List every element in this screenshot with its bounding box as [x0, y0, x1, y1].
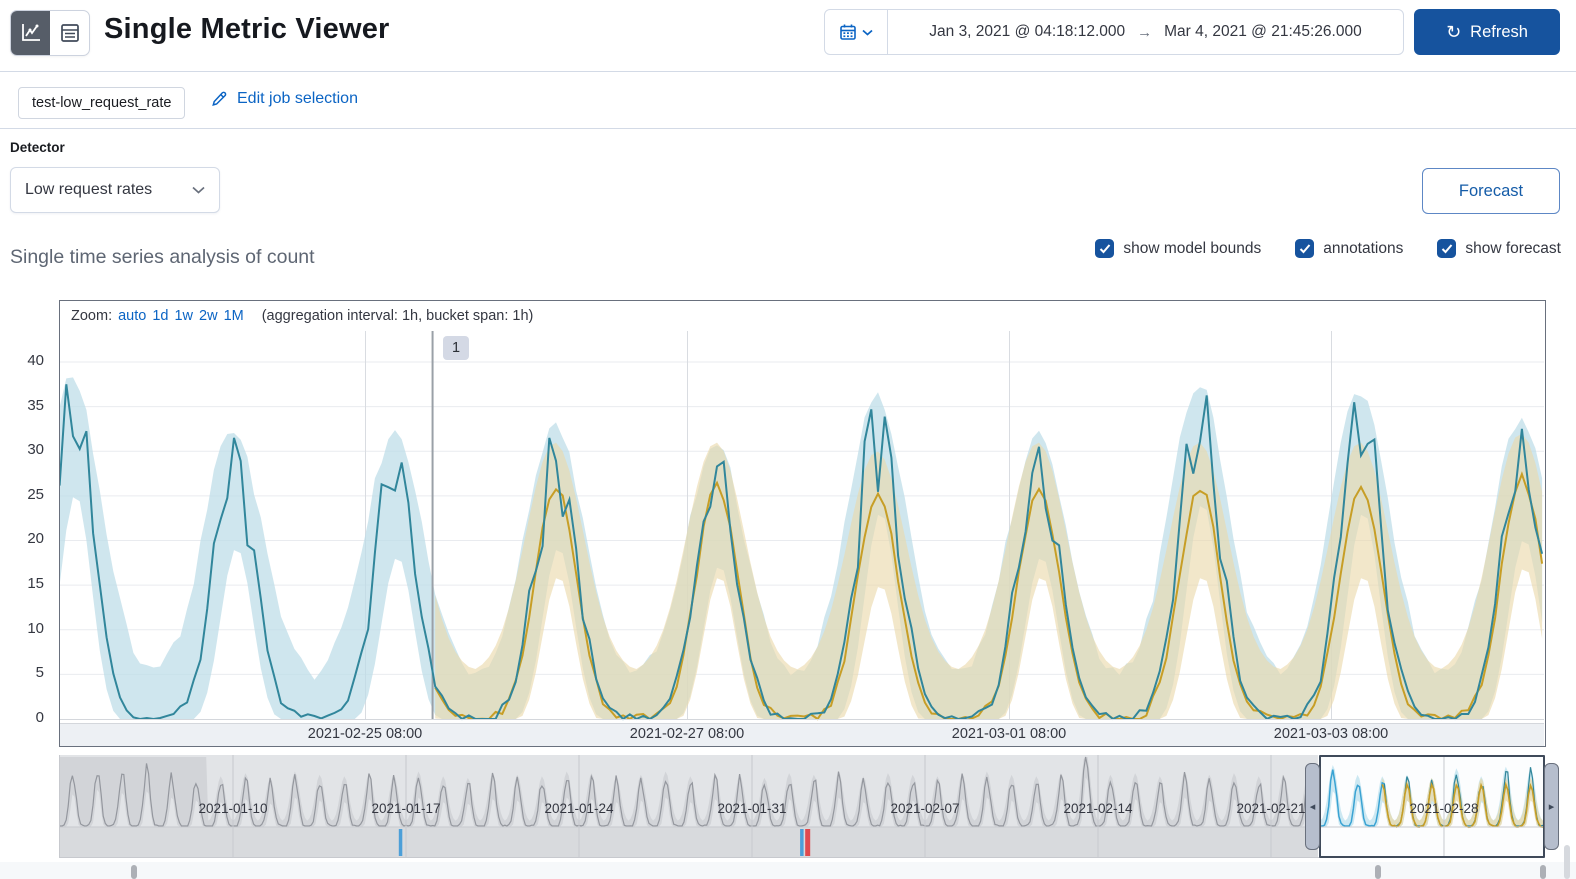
zoom-controls: Zoom: auto 1d 1w 2w 1M (aggregation inte…: [60, 301, 1545, 331]
time-range-arrow-icon: →: [1137, 23, 1153, 41]
time-range-start[interactable]: Jan 3, 2021 @ 04:18:12.000: [929, 23, 1126, 40]
line-chart-icon: [20, 22, 42, 44]
table-view-button[interactable]: [50, 11, 89, 55]
forecast-button[interactable]: Forecast: [1422, 168, 1560, 214]
detector-label: Detector: [10, 140, 65, 155]
main-x-axis: 2021-02-25 08:00 2021-02-27 08:00 2021-0…: [60, 723, 1544, 746]
detector-select[interactable]: Low request rates: [10, 167, 220, 213]
annotation-badge[interactable]: 1: [443, 336, 469, 360]
aggregation-note: (aggregation interval: 1h, bucket span: …: [261, 308, 534, 324]
zoom-link-2w[interactable]: 2w: [199, 308, 218, 324]
checkbox-checked-icon: [1295, 239, 1315, 258]
context-plot-svg: [59, 755, 1543, 858]
checkbox-checked-icon: [1095, 239, 1115, 258]
y-axis-tick: 15: [27, 575, 44, 592]
context-chart[interactable]: 2021-01-10 2021-01-17 2021-01-24 2021-01…: [59, 755, 1559, 859]
chart-view-button[interactable]: [11, 11, 50, 55]
annotations-track: [0, 862, 1576, 879]
checkbox-checked-icon: [1437, 239, 1457, 258]
data-table-icon: [59, 22, 81, 44]
chart-options: show model bounds annotations show forec…: [1095, 239, 1561, 258]
y-axis-tick: 30: [27, 441, 44, 458]
brush-left-handle[interactable]: ◂: [1305, 763, 1320, 850]
zoom-link-1d[interactable]: 1d: [152, 308, 169, 324]
zoom-label: Zoom:: [71, 308, 113, 324]
x-axis-tick: 2021-02-27 08:00: [629, 726, 745, 742]
chevron-down-icon: [192, 186, 205, 194]
edit-job-selection-link[interactable]: Edit job selection: [211, 90, 358, 108]
time-range-picker[interactable]: Jan 3, 2021 @ 04:18:12.000 → Mar 4, 2021…: [824, 9, 1404, 55]
y-axis-tick: 40: [27, 352, 44, 369]
job-id-badge[interactable]: test-low_request_rate: [18, 87, 186, 119]
time-selection-brush[interactable]: ◂ ▸: [1305, 755, 1559, 858]
refresh-label: Refresh: [1470, 22, 1528, 41]
y-axis-tick: 25: [27, 486, 44, 503]
context-x-tick: 2021-01-10: [198, 801, 268, 816]
x-axis-tick: 2021-03-01 08:00: [951, 726, 1067, 742]
x-axis-tick: 2021-03-03 08:00: [1273, 726, 1389, 742]
brush-right-handle[interactable]: ▸: [1544, 763, 1559, 850]
zoom-link-1M[interactable]: 1M: [223, 308, 244, 324]
analysis-title: Single time series analysis of count: [10, 246, 315, 268]
refresh-button[interactable]: ↻ Refresh: [1414, 9, 1560, 55]
y-axis-tick: 5: [35, 664, 44, 681]
scrollbar-thumb[interactable]: [1564, 845, 1570, 879]
context-x-tick: 2021-02-07: [890, 801, 960, 816]
view-toggle-group: [10, 10, 90, 56]
refresh-icon: ↻: [1446, 22, 1462, 42]
main-plot-svg: [60, 331, 1544, 721]
chevron-down-icon: [862, 29, 873, 36]
context-x-tick: 2021-02-14: [1063, 801, 1133, 816]
time-range-end[interactable]: Mar 4, 2021 @ 21:45:26.000: [1164, 23, 1362, 40]
timeseries-chart: Zoom: auto 1d 1w 2w 1M (aggregation inte…: [59, 300, 1546, 747]
context-x-tick: 2021-01-24: [544, 801, 614, 816]
pencil-icon: [211, 91, 228, 108]
context-x-tick: 2021-01-17: [371, 801, 441, 816]
context-x-tick: 2021-02-28: [1409, 801, 1479, 816]
job-row-divider: [0, 128, 1576, 129]
y-axis-tick: 0: [35, 709, 44, 726]
page-title: Single Metric Viewer: [104, 13, 390, 45]
annotations-checkbox[interactable]: annotations: [1295, 239, 1403, 258]
y-axis-tick: 35: [27, 397, 44, 414]
zoom-link-auto[interactable]: auto: [118, 308, 147, 324]
context-x-tick: 2021-02-21: [1236, 801, 1306, 816]
header-divider: [0, 71, 1576, 72]
annotation-marker[interactable]: [1540, 865, 1546, 879]
calendar-icon: [839, 23, 857, 41]
show-model-bounds-checkbox[interactable]: show model bounds: [1095, 239, 1261, 258]
annotation-marker[interactable]: [131, 865, 137, 879]
x-axis-tick: 2021-02-25 08:00: [307, 726, 423, 742]
context-x-tick: 2021-01-31: [717, 801, 787, 816]
main-plot-area[interactable]: 1: [60, 331, 1544, 723]
quick-select-menu[interactable]: [825, 10, 888, 54]
zoom-link-1w[interactable]: 1w: [174, 308, 194, 324]
annotation-marker[interactable]: [1375, 865, 1381, 879]
y-axis-tick: 10: [27, 620, 44, 637]
y-axis-tick: 20: [27, 530, 44, 547]
show-forecast-checkbox[interactable]: show forecast: [1437, 239, 1561, 258]
